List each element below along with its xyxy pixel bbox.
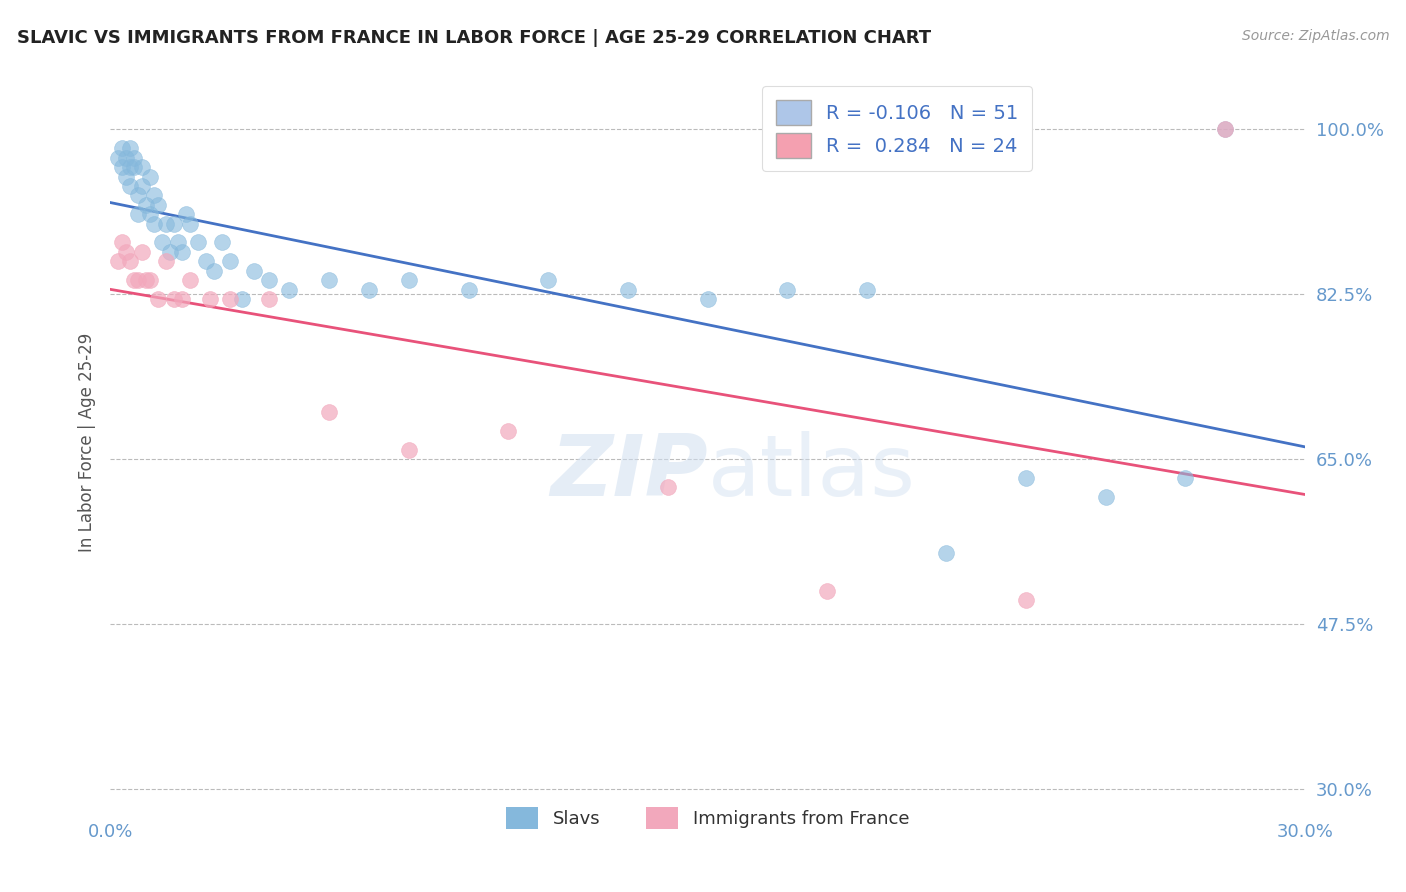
Point <box>174 207 197 221</box>
Point <box>122 151 145 165</box>
Point <box>163 292 186 306</box>
Point <box>120 160 142 174</box>
Point <box>122 160 145 174</box>
Point <box>135 198 157 212</box>
Point <box>131 244 153 259</box>
Point <box>139 169 162 184</box>
Point <box>170 244 193 259</box>
Point <box>139 207 162 221</box>
Point <box>111 235 134 250</box>
Point <box>278 283 301 297</box>
Point <box>259 292 281 306</box>
Point <box>131 179 153 194</box>
Point <box>202 264 225 278</box>
Point <box>856 283 879 297</box>
Point <box>231 292 253 306</box>
Point <box>143 217 166 231</box>
Point <box>1213 122 1236 136</box>
Point <box>357 283 380 297</box>
Point <box>498 424 520 438</box>
Point <box>163 217 186 231</box>
Point <box>617 283 640 297</box>
Point <box>815 583 838 598</box>
Point <box>187 235 209 250</box>
Point <box>150 235 173 250</box>
Legend: Slavs, Immigrants from France: Slavs, Immigrants from France <box>492 793 924 844</box>
Point <box>111 160 134 174</box>
Point <box>115 244 138 259</box>
Point <box>127 207 149 221</box>
Point <box>139 273 162 287</box>
Point <box>398 442 420 457</box>
Point <box>135 273 157 287</box>
Point <box>211 235 233 250</box>
Point <box>146 198 169 212</box>
Point <box>179 217 201 231</box>
Point <box>155 217 177 231</box>
Point <box>1213 122 1236 136</box>
Point <box>198 292 221 306</box>
Point <box>115 151 138 165</box>
Point <box>170 292 193 306</box>
Point <box>218 254 240 268</box>
Point <box>1015 593 1038 607</box>
Point <box>127 273 149 287</box>
Point <box>120 179 142 194</box>
Point <box>146 292 169 306</box>
Point <box>776 283 799 297</box>
Point <box>457 283 479 297</box>
Point <box>242 264 264 278</box>
Point <box>218 292 240 306</box>
Point <box>115 169 138 184</box>
Point <box>143 188 166 202</box>
Point <box>120 141 142 155</box>
Point <box>131 160 153 174</box>
Point <box>1015 471 1038 485</box>
Point <box>318 273 340 287</box>
Text: atlas: atlas <box>707 431 915 514</box>
Point <box>318 405 340 419</box>
Y-axis label: In Labor Force | Age 25-29: In Labor Force | Age 25-29 <box>79 333 96 552</box>
Point <box>155 254 177 268</box>
Text: SLAVIC VS IMMIGRANTS FROM FRANCE IN LABOR FORCE | AGE 25-29 CORRELATION CHART: SLAVIC VS IMMIGRANTS FROM FRANCE IN LABO… <box>17 29 931 46</box>
Point <box>696 292 718 306</box>
Point <box>194 254 217 268</box>
Text: Source: ZipAtlas.com: Source: ZipAtlas.com <box>1241 29 1389 43</box>
Point <box>657 480 679 494</box>
Point <box>127 188 149 202</box>
Point <box>398 273 420 287</box>
Point <box>259 273 281 287</box>
Point <box>537 273 560 287</box>
Point <box>1094 490 1116 504</box>
Point <box>179 273 201 287</box>
Point <box>107 151 129 165</box>
Point <box>159 244 181 259</box>
Point <box>1174 471 1197 485</box>
Point <box>122 273 145 287</box>
Point <box>166 235 188 250</box>
Text: ZIP: ZIP <box>550 431 707 514</box>
Point <box>935 546 957 560</box>
Point <box>107 254 129 268</box>
Point <box>120 254 142 268</box>
Point <box>111 141 134 155</box>
